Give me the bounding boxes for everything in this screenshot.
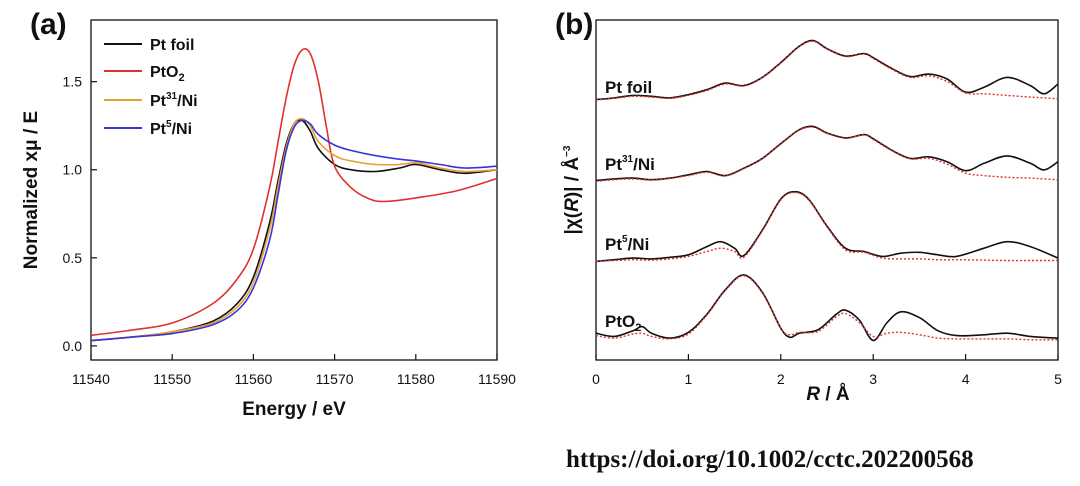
panel-b-curves	[595, 39, 1059, 342]
panel-a-xlabel: Energy / eV	[242, 399, 346, 420]
fit-line-pt31-ni	[595, 126, 1059, 183]
x-tick-label: 11570	[316, 371, 354, 387]
panel-a-frame	[90, 19, 498, 361]
label-pt31-ni: Pt31/Ni	[605, 154, 655, 174]
x-tick-label: 1	[685, 371, 693, 387]
y-tick-label: 0.0	[63, 338, 83, 354]
legend-label-pto2: PtO2	[150, 64, 185, 84]
x-tick-label: 11540	[72, 371, 110, 387]
x-tick-label: 4	[962, 371, 970, 387]
legend-label-pt5-ni: Pt5/Ni	[150, 119, 192, 138]
x-tick-label: 3	[869, 371, 877, 387]
label-pto2: PtO2	[605, 312, 641, 334]
x-tick-label: 11560	[234, 371, 272, 387]
x-tick-label: 11590	[478, 371, 516, 387]
data-line-pt31-ni	[595, 125, 1059, 182]
panel-b: (b) 0 1 2 3 4 5 R / Å |χ(R)| / Å−3 Pt foil Pt…	[555, 8, 1062, 405]
panel-a-curves	[90, 47, 498, 342]
x-tick-label: 0	[592, 371, 600, 387]
panel-a-legend: Pt foil PtO2 Pt31/Ni Pt5/Ni	[104, 37, 198, 138]
data-line-pt-foil	[595, 39, 1059, 101]
panel-b-ylabel: |χ(R)| / Å−3	[562, 145, 583, 234]
panel-a-ticks: 11540 11550 11560 11570 11580 11590 0.0 0.5 1.0 1…	[63, 74, 517, 387]
y-tick-label: 0.5	[63, 250, 83, 266]
x-tick-label: 5	[1054, 371, 1062, 387]
panel-b-frame	[595, 19, 1059, 361]
fit-line-pt5-ni	[595, 191, 1058, 263]
x-tick-label: 11580	[397, 371, 435, 387]
x-tick-label: 11550	[153, 371, 191, 387]
legend-label-pt31-ni: Pt31/Ni	[150, 91, 198, 110]
data-line-pt5-ni	[595, 190, 1059, 263]
panel-a: (a) 11540 11550 11560 11570 11580 11590 0.0 0.5…	[21, 8, 516, 420]
x-tick-label: 2	[777, 371, 785, 387]
fit-line-pt-foil	[595, 40, 1059, 101]
legend-label-pt-foil: Pt foil	[150, 37, 194, 54]
series-line-pto2	[90, 47, 498, 337]
series-line-pt5-ni	[90, 119, 498, 342]
panel-b-xlabel: R / Å	[806, 384, 850, 405]
label-pt-foil: Pt foil	[605, 78, 652, 97]
y-tick-label: 1.5	[63, 74, 83, 90]
label-pt5-ni: Pt5/Ni	[605, 234, 649, 254]
panel-a-ylabel: Normalized xμ / E	[21, 111, 42, 269]
panel-b-ticks: 0 1 2 3 4 5	[592, 354, 1062, 387]
fit-line-pto2	[595, 275, 1059, 341]
doi-link[interactable]: https://doi.org/10.1002/cctc.202200568	[566, 446, 974, 473]
panel-a-label: (a)	[30, 8, 67, 41]
data-line-pto2	[595, 274, 1059, 342]
series-line-pt-foil	[90, 119, 498, 342]
series-line-pt31-ni	[90, 117, 498, 342]
panel-b-label: (b)	[555, 8, 593, 41]
y-tick-label: 1.0	[63, 162, 83, 178]
